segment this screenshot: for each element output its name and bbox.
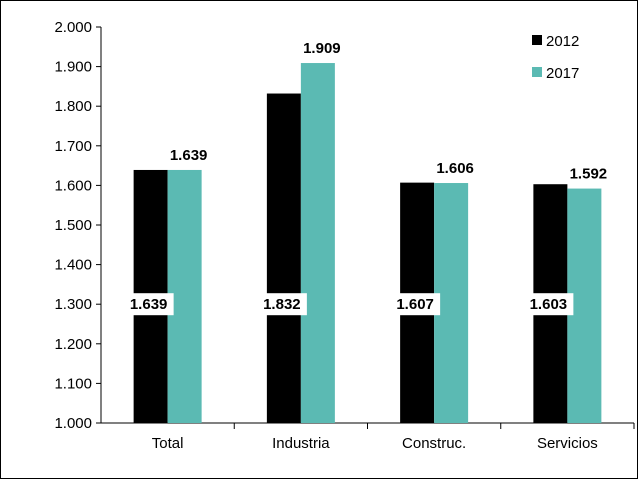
legend-swatch-2012: [532, 35, 542, 45]
data-label-bg: [256, 293, 307, 316]
data-label-2017: 1.592: [570, 166, 608, 183]
x-tick-label: Servicios: [537, 435, 598, 452]
data-label-2017: 1.639: [170, 147, 208, 164]
data-label-2012: 1.603: [530, 296, 568, 313]
data-label-2012: 1.639: [130, 296, 168, 313]
y-tick-label: 1.300: [54, 296, 92, 313]
data-label-2012: 1.832: [263, 296, 301, 313]
y-tick-label: 1.400: [54, 257, 92, 274]
data-labels: 1.639 1.639 1.832 1.909 1.607 1.606 1.603 1.592: [123, 40, 608, 316]
axes: 1.000 1.100 1.200 1.300 1.400 1.500 1.600 1.700…: [54, 19, 635, 452]
y-tick-label: 1.800: [54, 98, 92, 115]
y-tick-label: 1.900: [54, 59, 92, 76]
y-tick-label: 1.000: [54, 415, 92, 432]
legend-swatch-2017: [532, 67, 542, 77]
legend-label-2012: 2012: [546, 33, 579, 50]
y-tick-label: 1.500: [54, 217, 92, 234]
data-label-bg: [390, 293, 441, 316]
x-tick-label: Construc.: [402, 435, 466, 452]
data-label-2017: 1.606: [436, 160, 474, 177]
y-tick-label: 1.600: [54, 177, 92, 194]
data-label-2017: 1.909: [303, 40, 341, 57]
bar-2012: [266, 93, 301, 423]
x-tick-label: Total: [152, 435, 184, 452]
bar-2017: [300, 63, 335, 423]
y-tick-label: 1.100: [54, 375, 92, 392]
data-label-bg: [123, 293, 174, 316]
y-tick-label: 1.200: [54, 336, 92, 353]
y-tick-label: 1.700: [54, 138, 92, 155]
data-label-bg: [523, 293, 574, 316]
data-label-2012: 1.607: [396, 296, 434, 313]
x-tick-label: Industria: [272, 435, 330, 452]
legend-label-2017: 2017: [546, 65, 579, 82]
y-tick-label: 2.000: [54, 19, 92, 36]
legend: 2012 2017: [532, 33, 579, 82]
